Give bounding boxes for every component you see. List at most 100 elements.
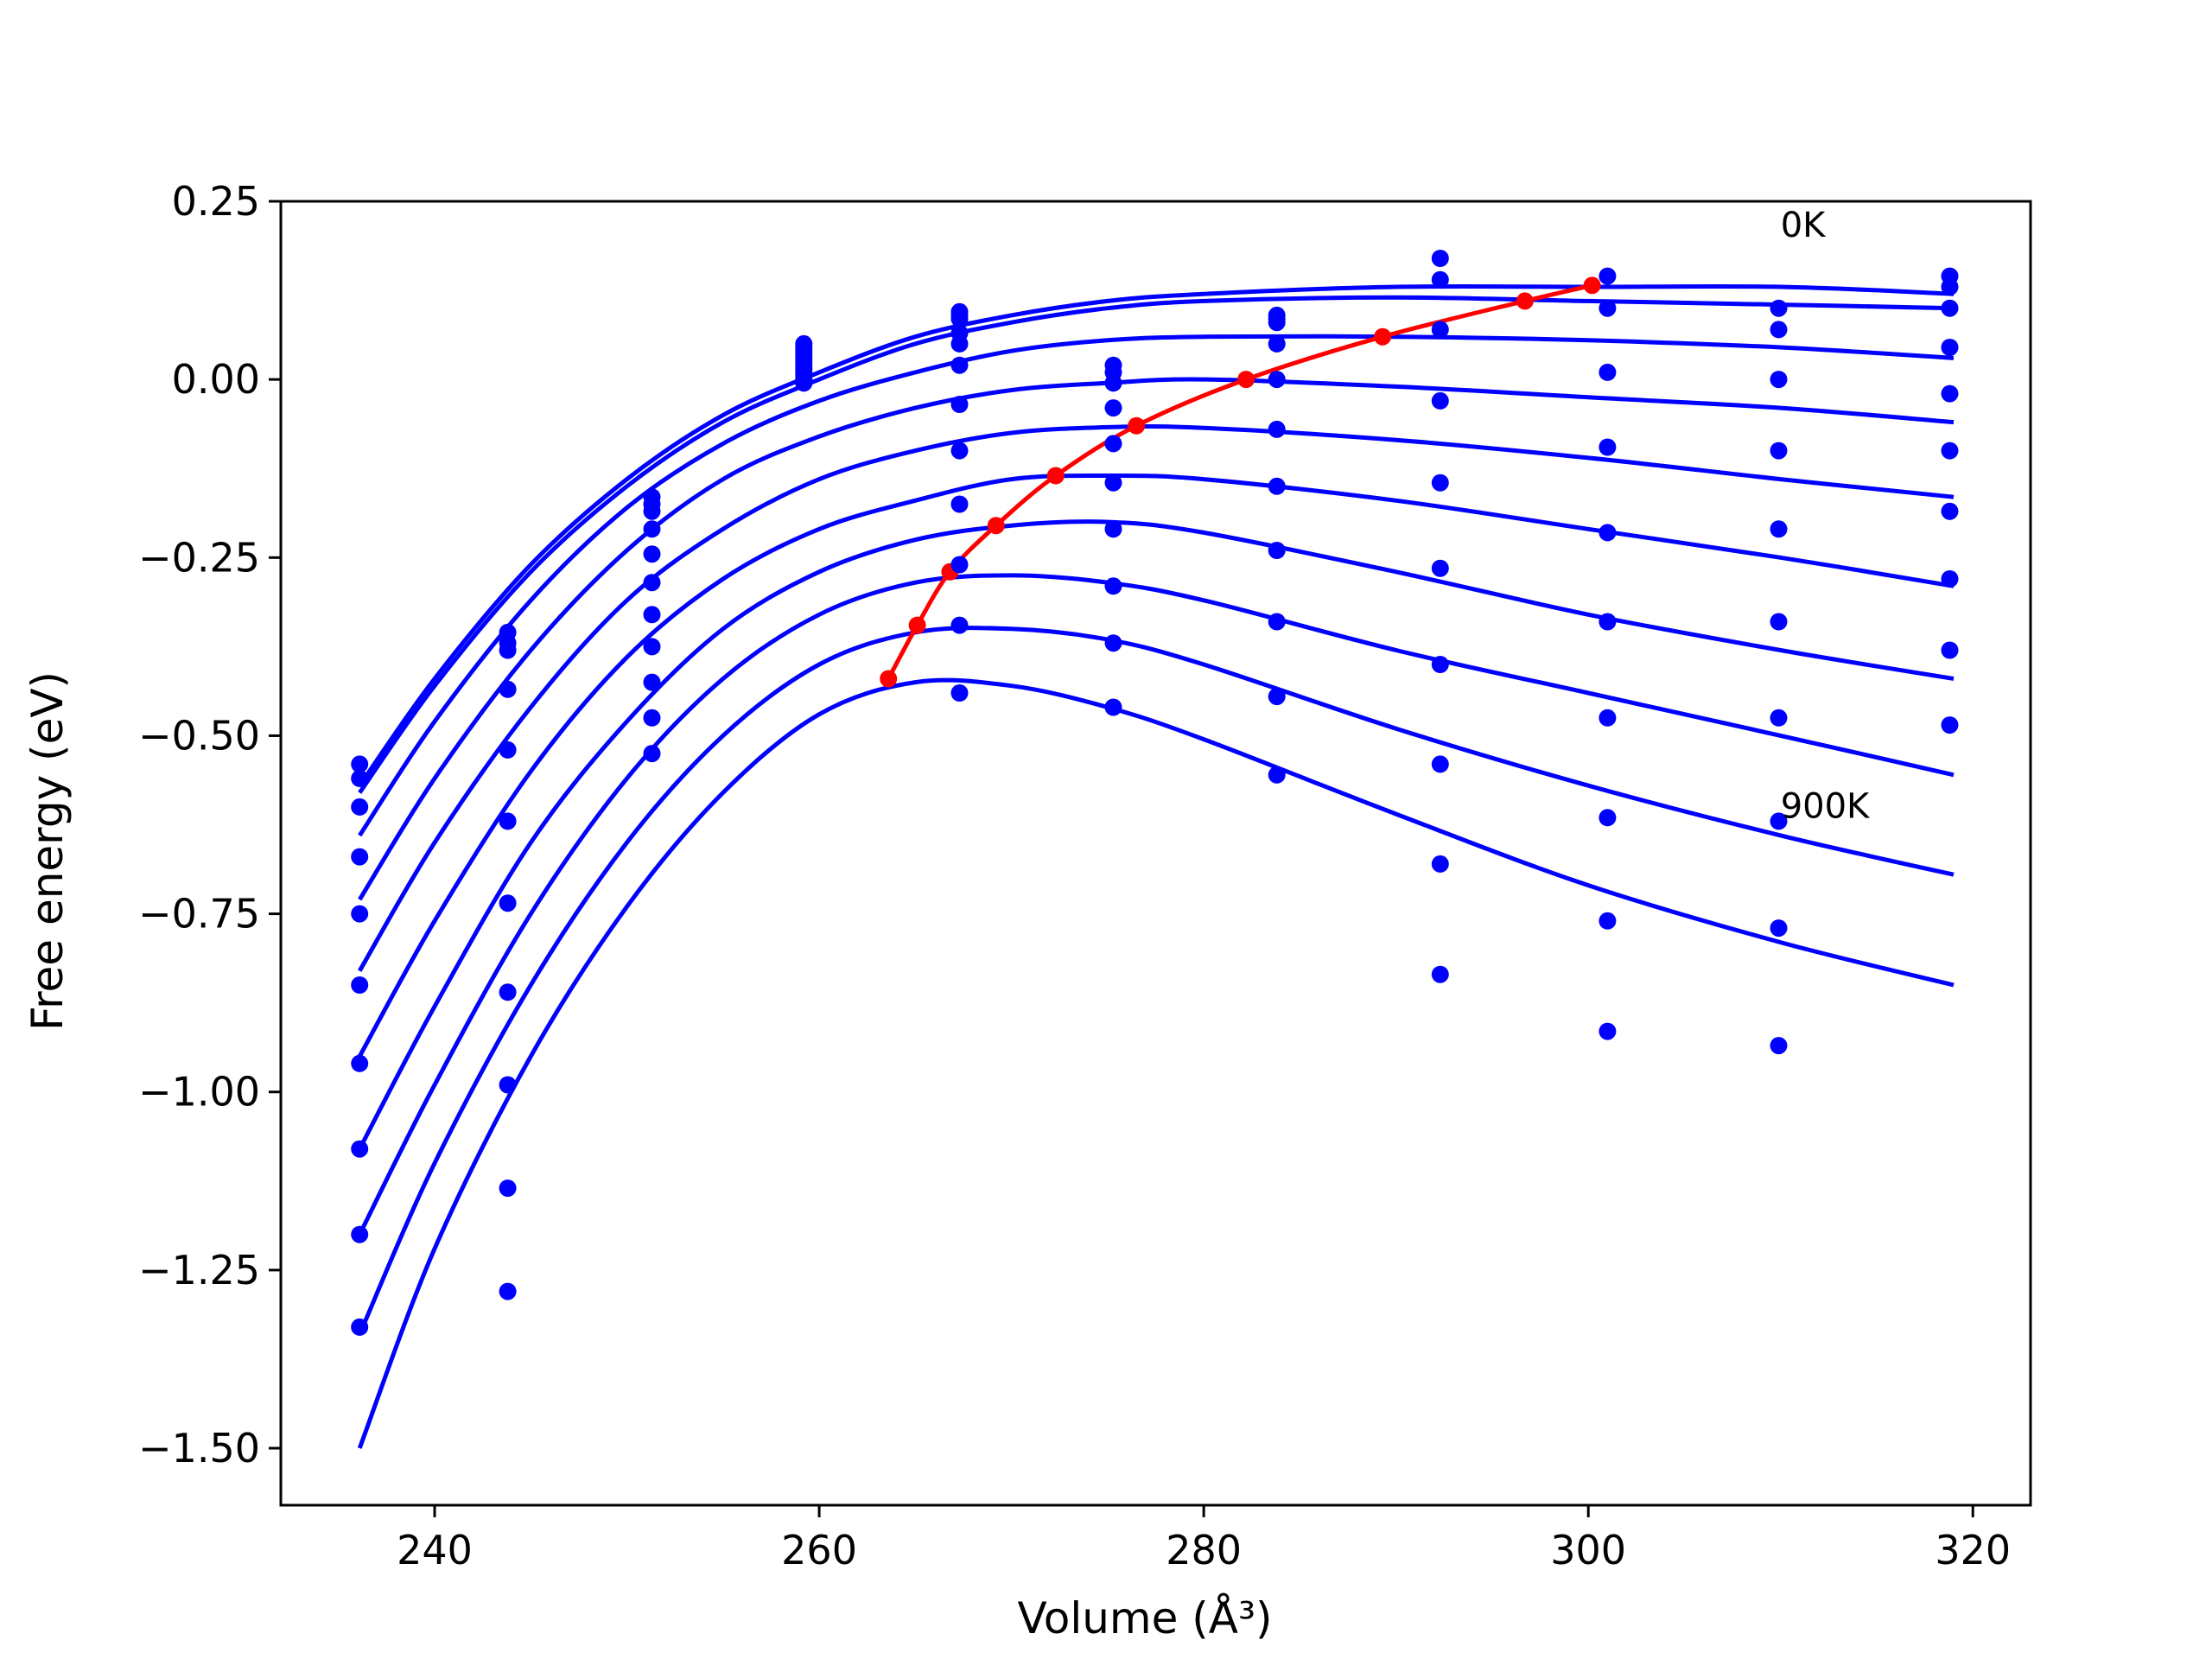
- data-point: [643, 520, 661, 538]
- data-point: [1599, 809, 1617, 827]
- data-point: [1104, 435, 1122, 453]
- data-point: [1941, 502, 1959, 520]
- data-point: [1941, 570, 1959, 588]
- y-axis-label: Free energy (eV): [22, 671, 73, 1031]
- fit-curve-7: [357, 573, 1955, 1236]
- annotation-label: 0K: [1781, 206, 1827, 245]
- minimum-point: [880, 670, 898, 688]
- data-point: [1941, 299, 1959, 317]
- data-point: [499, 1282, 517, 1300]
- data-point: [1770, 371, 1788, 389]
- data-point: [795, 374, 813, 392]
- minimum-point: [1237, 371, 1255, 389]
- data-point: [950, 310, 969, 328]
- plot-frame: [279, 200, 2032, 1507]
- data-point: [1268, 334, 1286, 353]
- x-axis-label: Volume (Å³): [1017, 1593, 1272, 1643]
- x-tick-label: 260: [781, 1527, 857, 1573]
- data-point: [1770, 1037, 1788, 1055]
- data-point: [1431, 755, 1449, 773]
- data-point: [1431, 965, 1449, 983]
- data-point: [643, 502, 661, 520]
- data-point: [1599, 1022, 1617, 1040]
- data-point: [1770, 919, 1788, 938]
- data-point: [351, 1225, 369, 1243]
- data-point: [1599, 912, 1617, 930]
- x-tick-label: 240: [397, 1527, 473, 1573]
- data-point: [1268, 613, 1286, 631]
- x-tick-label: 280: [1166, 1527, 1242, 1573]
- data-point: [1104, 634, 1122, 652]
- minimum-point: [987, 517, 1005, 535]
- y-tick-label: −1.00: [138, 1069, 260, 1116]
- data-point: [1104, 698, 1122, 716]
- data-point: [643, 638, 661, 656]
- data-point: [1104, 474, 1122, 492]
- minimum-point: [1046, 467, 1065, 485]
- data-point: [643, 574, 661, 592]
- data-point: [1599, 613, 1617, 631]
- fit-curve-3: [358, 377, 1955, 901]
- fit-curves: [357, 283, 1955, 1449]
- fit-curve-4: [358, 423, 1955, 972]
- y-tick-label: −1.25: [138, 1247, 260, 1294]
- fit-curve-5: [358, 473, 1955, 1058]
- data-point: [1268, 314, 1286, 332]
- fit-curve-0: [358, 283, 1955, 787]
- y-tick-label: −0.75: [138, 891, 260, 938]
- minimum-point: [1374, 327, 1392, 346]
- data-point: [950, 356, 969, 374]
- data-point: [643, 545, 661, 563]
- fit-curve-1: [358, 295, 1955, 794]
- data-point: [1941, 641, 1959, 659]
- data-point: [499, 741, 517, 759]
- data-point: [1599, 299, 1617, 317]
- data-point: [1599, 438, 1617, 456]
- x-axis-ticks: 240 260 280 300 320: [397, 1505, 2011, 1573]
- annotation-label: 900K: [1781, 786, 1871, 826]
- data-point: [1770, 299, 1788, 317]
- data-point: [1770, 520, 1788, 538]
- data-point: [950, 442, 969, 460]
- y-axis-ticks: 0.25 0.00 −0.25 −0.50 −0.75 −1.00 −1.25 −1.50: [138, 178, 281, 1471]
- data-point: [351, 976, 369, 994]
- minimum-point: [908, 616, 926, 634]
- data-point: [499, 1076, 517, 1094]
- y-tick-label: 0.00: [172, 356, 260, 403]
- data-points: [351, 250, 1959, 1336]
- data-point: [1431, 656, 1449, 673]
- data-point: [1599, 267, 1617, 285]
- minimum-point: [1516, 292, 1534, 310]
- y-tick-label: −0.50: [138, 712, 260, 759]
- y-tick-label: −1.50: [138, 1425, 260, 1471]
- data-point: [351, 798, 369, 816]
- data-point: [499, 983, 517, 1001]
- data-point: [1770, 812, 1788, 830]
- data-point: [351, 1318, 369, 1336]
- data-point: [1431, 391, 1449, 410]
- data-point: [950, 556, 969, 574]
- data-point: [1770, 613, 1788, 631]
- minimum-point: [1128, 416, 1146, 435]
- data-point: [1431, 559, 1449, 577]
- data-point: [499, 812, 517, 830]
- data-point: [950, 684, 969, 702]
- data-point: [1599, 524, 1617, 542]
- data-point: [1941, 442, 1959, 460]
- x-tick-label: 320: [1935, 1527, 2011, 1573]
- data-point: [1431, 270, 1449, 289]
- data-point: [1104, 399, 1122, 417]
- data-point: [643, 745, 661, 763]
- data-point: [1268, 420, 1286, 438]
- fit-curve-9: [357, 677, 1955, 1449]
- data-point: [643, 606, 661, 624]
- data-point: [1941, 385, 1959, 403]
- y-tick-label: 0.25: [172, 178, 260, 225]
- data-point: [1268, 688, 1286, 706]
- data-point: [499, 894, 517, 912]
- data-point: [1104, 577, 1122, 595]
- data-point: [1770, 442, 1788, 460]
- annotations: 0K 900K: [1781, 206, 1871, 826]
- y-tick-label: −0.25: [138, 534, 260, 581]
- data-point: [1268, 371, 1286, 389]
